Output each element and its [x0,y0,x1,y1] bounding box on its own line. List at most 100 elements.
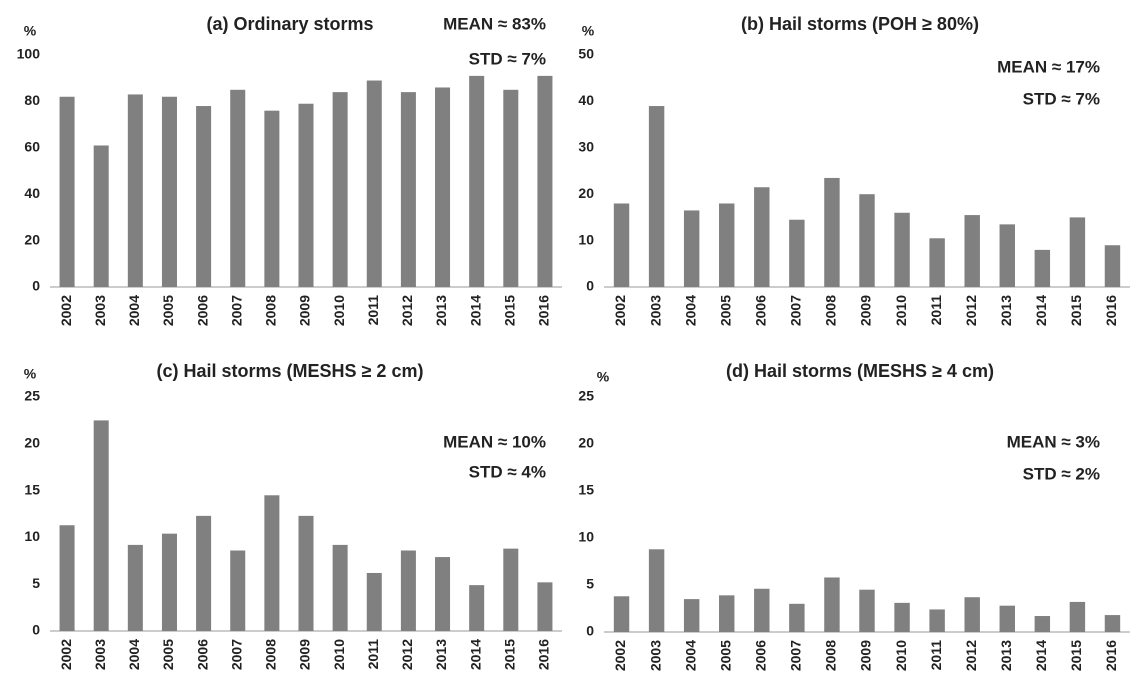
bar [1104,615,1121,632]
bar [683,599,700,632]
bar [929,238,945,287]
y-tick-label: 80 [24,92,40,108]
x-tick-label: 2012 [399,295,415,326]
bar [683,210,700,287]
x-tick-label: 2011 [928,640,944,671]
x-tick-label: 2014 [1033,640,1049,671]
x-tick-label: 2005 [160,295,176,326]
x-tick-label: 2016 [1103,640,1119,671]
bar [1034,616,1051,632]
bar [196,515,212,631]
bar [1069,217,1086,287]
x-tick-label: 2002 [58,295,74,326]
bar [503,548,519,631]
y-tick-label: 20 [24,231,40,247]
x-tick-label: 2009 [297,295,313,326]
y-tick-label: 0 [32,278,40,294]
x-tick-label: 2007 [788,640,804,671]
x-tick-label: 2010 [893,295,909,326]
bar [230,550,246,631]
x-tick-label: 2003 [92,295,108,326]
annotation: MEAN ≈ 10% [443,432,546,451]
annotation: MEAN ≈ 83% [443,14,546,33]
x-tick-label: 2015 [1068,640,1084,671]
x-tick-label: 2010 [893,640,909,671]
x-tick-label: 2011 [365,295,381,326]
annotation: STD ≈ 7% [469,49,546,68]
x-tick-label: 2012 [963,640,979,671]
annotation: STD ≈ 7% [1023,89,1100,108]
bar [298,515,314,631]
x-tick-label: 2007 [228,639,244,670]
x-tick-label: 2010 [331,295,347,326]
y-tick-label: 5 [32,575,40,591]
bar [230,89,246,287]
y-tick-label: 25 [24,388,40,404]
bar [435,557,451,631]
y-axis-label: % [582,23,595,39]
bar [196,106,212,287]
bar [59,96,75,287]
x-tick-label: 2013 [998,295,1014,326]
bar [93,145,109,287]
bar [332,92,348,288]
x-tick-label: 2009 [858,295,874,326]
bar [719,595,735,632]
x-tick-label: 2008 [823,640,839,671]
y-tick-label: 50 [578,46,594,62]
bar [264,495,280,631]
x-tick-label: 2013 [998,640,1014,671]
y-tick-label: 25 [578,388,594,404]
bar [332,544,348,631]
bar [1069,601,1086,632]
x-tick-label: 2007 [228,295,244,326]
bar [999,224,1015,287]
x-tick-label: 2008 [823,295,839,326]
x-tick-label: 2003 [647,640,663,671]
bar [127,94,143,287]
x-tick-label: 2002 [58,639,74,670]
y-tick-label: 5 [586,576,594,592]
bar [824,177,840,287]
x-tick-label: 2010 [331,639,347,670]
bar [469,75,485,287]
bar [366,572,382,631]
bar [537,75,553,287]
bar [648,549,665,632]
bar [366,80,382,288]
annotation: STD ≈ 4% [469,462,546,481]
x-tick-label: 2002 [612,295,628,326]
x-tick-label: 2015 [502,639,518,670]
x-tick-label: 2007 [788,295,804,326]
x-tick-label: 2006 [753,295,769,326]
x-tick-label: 2013 [433,295,449,326]
x-tick-label: 2016 [536,639,552,670]
bar [789,219,805,287]
y-tick-label: 40 [578,92,594,108]
x-tick-label: 2004 [126,295,142,326]
bar [1034,249,1051,287]
bar [93,420,109,631]
x-tick-label: 2012 [963,295,979,326]
y-tick-label: 10 [578,231,594,247]
x-tick-label: 2012 [399,639,415,670]
panel-title: (b) Hail storms (POH ≥ 80%) [741,14,979,34]
bar [929,609,945,632]
x-tick-label: 2005 [160,639,176,670]
y-tick-label: 0 [32,622,40,638]
x-tick-label: 2011 [365,639,381,670]
bar [859,589,875,632]
bar [964,597,980,632]
y-tick-label: 15 [578,482,594,498]
y-tick-label: 20 [578,435,594,451]
bar [613,203,630,287]
bar [298,103,314,287]
y-tick-label: 10 [24,528,40,544]
x-tick-label: 2003 [647,295,663,326]
y-tick-label: 0 [586,278,594,294]
x-tick-label: 2015 [1068,295,1084,326]
bar [127,544,143,631]
bar [894,212,910,287]
x-tick-label: 2002 [612,640,628,671]
